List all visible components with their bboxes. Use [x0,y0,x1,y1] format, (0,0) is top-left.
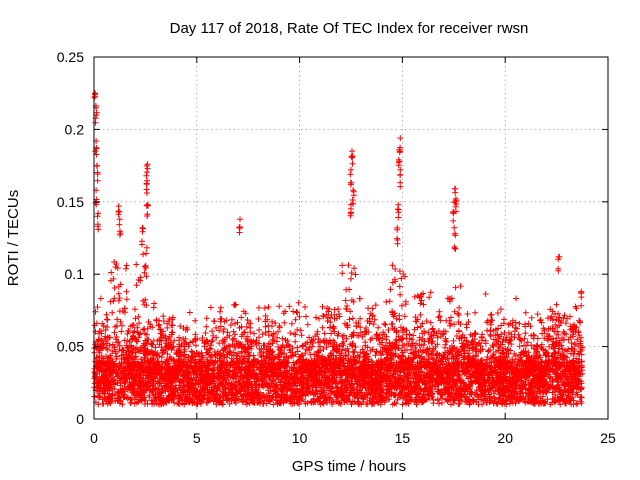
data-points [91,90,586,408]
x-tick-label: 25 [600,430,616,446]
y-tick-label: 0.1 [65,266,85,282]
tick-labels: 0 5 10 15 20 25 0 0.05 0.1 0.15 0.2 0.25 [57,49,616,446]
x-tick-label: 15 [395,430,411,446]
x-tick-label: 0 [90,430,98,446]
y-axis-title: ROTI / TECUs [5,190,22,286]
x-tick-label: 5 [193,430,201,446]
roti-markers [91,90,586,408]
y-tick-label: 0.25 [57,49,84,65]
chart-title: Day 117 of 2018, Rate Of TEC Index for r… [170,20,529,37]
x-tick-label: 10 [292,430,308,446]
y-tick-label: 0.05 [57,339,84,355]
x-tick-label: 20 [497,430,513,446]
plot-frame [93,56,609,420]
axis-ticks [93,56,609,420]
y-tick-label: 0 [76,411,84,427]
y-tick-label: 0.15 [57,194,84,210]
y-tick-label: 0.2 [65,121,85,137]
x-axis-title: GPS time / hours [292,458,406,475]
